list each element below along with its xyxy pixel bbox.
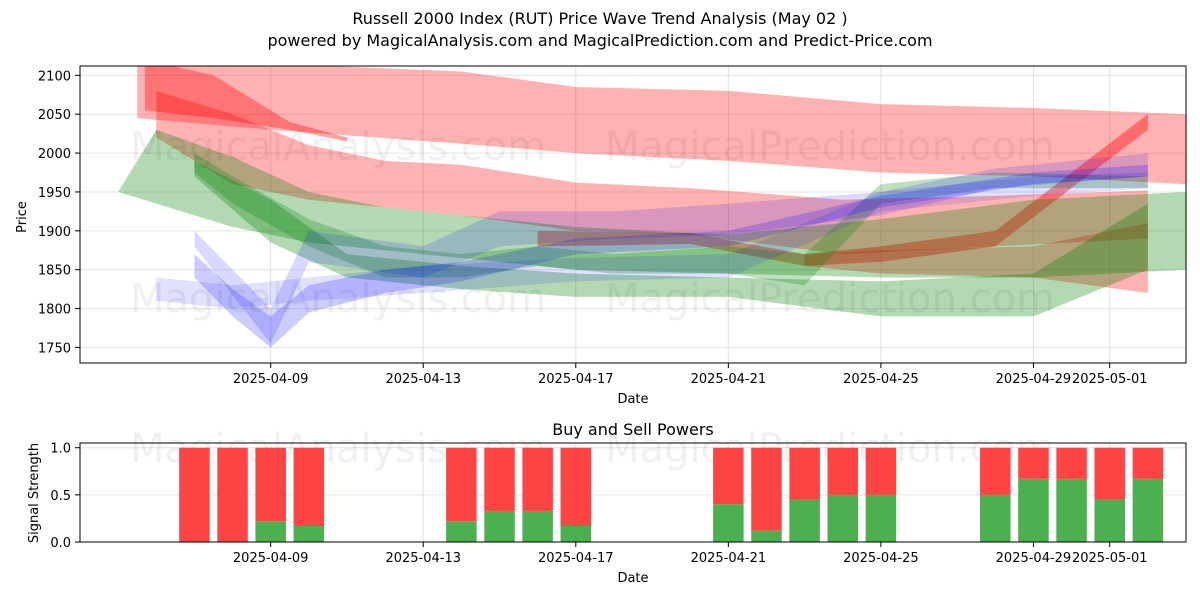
- sell-bar: [560, 447, 592, 526]
- buy-bar: [980, 494, 1011, 542]
- buy-bar: [751, 530, 782, 542]
- sell-bar: [865, 447, 897, 495]
- signal-y-tick-label: 1.0: [50, 442, 71, 457]
- price-x-tick-label: 2025-04-21: [691, 372, 767, 387]
- sell-bar: [179, 447, 210, 542]
- watermark-prediction: MagicalPrediction.com: [605, 124, 1055, 170]
- sell-bar: [1094, 447, 1125, 500]
- price-x-tick-label: 2025-04-25: [843, 372, 919, 387]
- signal-axes-frame: [79, 442, 1187, 543]
- buy-bar: [1094, 499, 1125, 542]
- signal-x-tick-label: 2025-04-25: [843, 551, 919, 566]
- watermark-analysis: MagicalAnalysis.com: [130, 124, 546, 170]
- sell-bar: [751, 447, 782, 531]
- watermark-prediction: MagicalPrediction.com: [605, 276, 1055, 322]
- price-y-tick-label: 1950: [38, 186, 71, 201]
- price-axes-frame: [79, 65, 1187, 364]
- sell-bar: [980, 447, 1011, 495]
- sell-bar: [522, 447, 553, 511]
- price-y-axis-label: Price: [15, 201, 30, 233]
- price-x-tick-label: 2025-05-01: [1072, 372, 1148, 387]
- price-x-axis-label: Date: [617, 392, 648, 407]
- signal-panel: Buy and Sell Powers MagicalAnalysis.com …: [27, 420, 1187, 586]
- signal-x-tick-label: 2025-05-01: [1072, 551, 1148, 566]
- buy-bar: [827, 494, 859, 542]
- price-panel: MagicalAnalysis.com MagicalPrediction.co…: [15, 65, 1187, 407]
- buy-bar: [293, 525, 325, 542]
- price-y-tick-label: 1750: [38, 341, 71, 356]
- red-wave-band: [804, 223, 1148, 294]
- title-block: Russell 2000 Index (RUT) Price Wave Tren…: [0, 8, 1200, 52]
- signal-x-tick-label: 2025-04-29: [996, 551, 1072, 566]
- green-wave-band: [194, 153, 1148, 286]
- price-y-tick-label: 1800: [38, 303, 71, 318]
- chart-subtitle: powered by MagicalAnalysis.com and Magic…: [267, 31, 933, 50]
- buy-bar: [1132, 478, 1164, 542]
- signal-x-tick-label: 2025-04-09: [233, 551, 309, 566]
- price-y-tick-label: 2100: [38, 69, 71, 84]
- red-wave-band: [144, 66, 347, 142]
- sell-bar: [713, 447, 744, 505]
- blue-wave-band: [194, 164, 1148, 348]
- signal-x-ticks: 2025-04-09 2025-04-13 2025-04-17 2025-04-21…: [233, 542, 1148, 566]
- signal-y-axis-label: Signal Strength: [27, 443, 42, 543]
- signal-bars: [179, 447, 1164, 542]
- sell-bar: [1056, 447, 1087, 479]
- green-wave-band: [118, 129, 1186, 278]
- price-y-tick-label: 1900: [38, 225, 71, 240]
- signal-x-axis-label: Date: [617, 571, 648, 586]
- price-x-tick-label: 2025-04-17: [538, 372, 614, 387]
- chart-title: Russell 2000 Index (RUT) Price Wave Tren…: [352, 9, 848, 28]
- sell-bar: [1132, 447, 1164, 479]
- buy-bar: [484, 510, 515, 542]
- blue-wave-band: [156, 172, 1148, 309]
- signal-x-tick-label: 2025-04-17: [538, 551, 614, 566]
- price-x-tick-label: 2025-04-09: [233, 372, 309, 387]
- buy-bar: [789, 499, 820, 542]
- sell-bar: [446, 447, 477, 522]
- buy-bar: [522, 510, 553, 542]
- signal-x-tick-label: 2025-04-13: [385, 551, 461, 566]
- price-y-tick-label: 2000: [38, 147, 71, 162]
- sell-bar: [255, 447, 286, 522]
- price-x-tick-label: 2025-04-29: [996, 372, 1072, 387]
- price-watermarks: MagicalAnalysis.com MagicalPrediction.co…: [130, 124, 1055, 322]
- price-y-ticks: 1750 1800 1850 1900 1950 2000 2050 2100: [38, 69, 80, 356]
- sell-bar: [484, 447, 515, 511]
- red-wave-band: [156, 90, 1148, 255]
- price-grid: [80, 66, 1186, 363]
- buy-bar: [865, 494, 897, 542]
- buy-bar: [1018, 478, 1049, 542]
- signal-y-ticks: 0.0 0.5 1.0: [50, 442, 80, 551]
- watermark-analysis: MagicalAnalysis.com: [130, 276, 546, 322]
- sell-bar: [1018, 447, 1049, 479]
- buy-bar: [1056, 478, 1087, 542]
- price-y-tick-label: 1850: [38, 264, 71, 279]
- price-y-tick-label: 2050: [38, 108, 71, 123]
- signal-panel-title: Buy and Sell Powers: [552, 420, 714, 439]
- sell-bar: [827, 447, 859, 495]
- buy-bar: [560, 525, 592, 542]
- sell-bar: [293, 447, 325, 526]
- signal-y-tick-label: 0.0: [50, 536, 71, 551]
- sell-bar: [789, 447, 820, 500]
- signal-x-tick-label: 2025-04-21: [691, 551, 767, 566]
- buy-bar: [446, 521, 477, 542]
- buy-bar: [255, 521, 286, 542]
- price-x-ticks: 2025-04-09 2025-04-13 2025-04-17 2025-04-21…: [233, 363, 1148, 387]
- sell-bar: [217, 447, 248, 542]
- price-x-tick-label: 2025-04-13: [385, 372, 461, 387]
- buy-bar: [713, 504, 744, 542]
- wave-bands: [118, 66, 1186, 348]
- blue-wave-band: [194, 153, 1148, 344]
- signal-y-tick-label: 0.5: [50, 489, 71, 504]
- green-wave-band: [194, 160, 1148, 317]
- red-wave-band: [137, 66, 1186, 185]
